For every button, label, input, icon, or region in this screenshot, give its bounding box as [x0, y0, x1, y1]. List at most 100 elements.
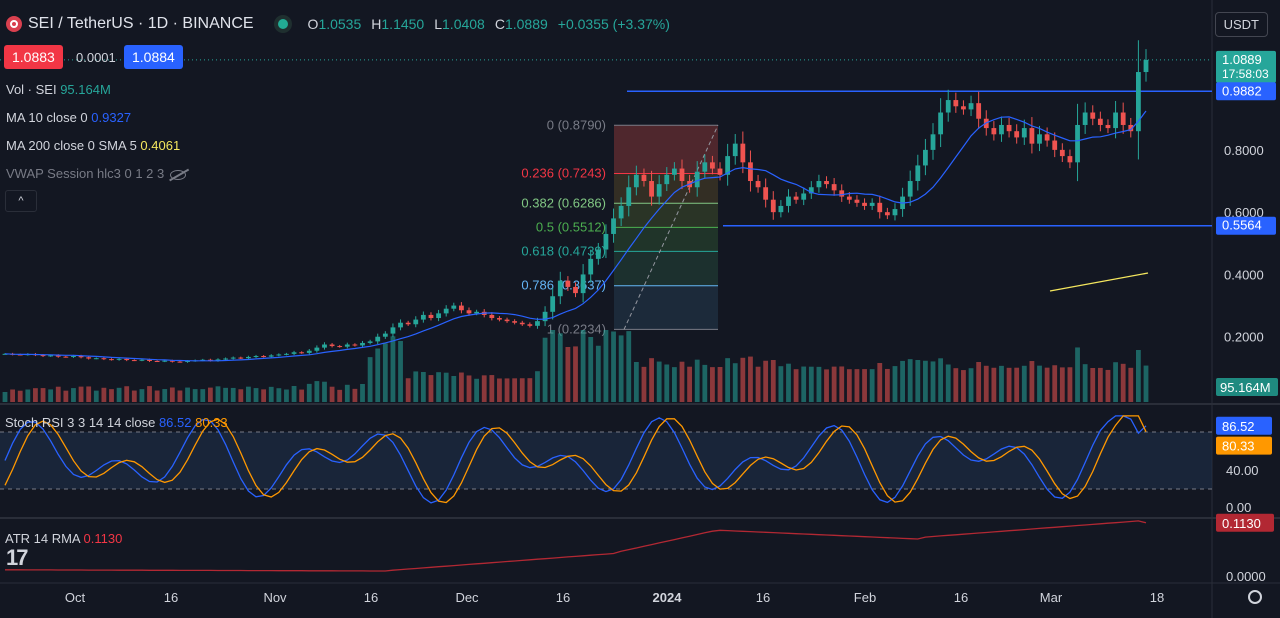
- stoch-k-line: [4, 415, 1147, 504]
- candle: [1029, 128, 1035, 144]
- candle: [968, 103, 974, 110]
- volume-bar: [763, 360, 769, 402]
- ohlc-values: O1.0535 H1.1450 L1.0408 C1.0889 +0.0355 …: [307, 16, 670, 32]
- volume-bar: [154, 390, 160, 402]
- tradingview-logo-icon[interactable]: 17: [6, 545, 29, 570]
- volume-bar: [1052, 365, 1058, 402]
- volume-bar: [907, 359, 913, 402]
- volume-bar: [930, 361, 936, 402]
- volume-bar: [961, 370, 966, 402]
- volume-bar: [1059, 367, 1065, 402]
- buy-price-button[interactable]: 1.0884: [124, 45, 183, 69]
- time-axis-tick: Oct: [65, 590, 86, 605]
- candle: [1097, 118, 1103, 125]
- currency-selector[interactable]: USDT: [1214, 12, 1268, 37]
- candle: [649, 181, 654, 197]
- candle: [755, 181, 761, 188]
- volume-bar: [968, 368, 974, 402]
- ma200-legend[interactable]: MA 200 close 0 SMA 5 0.4061: [6, 138, 181, 153]
- volume-bar: [466, 375, 472, 402]
- candle: [1113, 112, 1118, 129]
- candle: [1059, 149, 1065, 157]
- volume-bar: [63, 390, 69, 402]
- volume-bar: [352, 388, 358, 402]
- atr-axis-tick: 0.0000: [1226, 569, 1266, 584]
- volume-bar: [71, 388, 76, 402]
- candle: [55, 355, 61, 357]
- price-label: 1.0889: [1222, 52, 1262, 67]
- candle: [101, 358, 107, 360]
- candle: [268, 355, 274, 357]
- volume-bar: [360, 384, 365, 402]
- hidden-eye-icon[interactable]: [170, 169, 187, 180]
- volume-bar: [740, 357, 746, 402]
- volume-bar: [413, 371, 419, 402]
- candle: [63, 356, 69, 358]
- volume-bar: [717, 367, 723, 402]
- price-label-box: [1216, 216, 1276, 235]
- candle: [428, 314, 434, 319]
- fib-level-label: 0 (0.8790): [547, 117, 606, 132]
- candle: [322, 344, 327, 348]
- volume-bar: [177, 390, 183, 402]
- candle: [550, 296, 556, 312]
- volume-bar: [398, 340, 403, 402]
- volume-bar: [770, 360, 776, 402]
- market-open-icon: [277, 19, 288, 29]
- sell-price-button[interactable]: 1.0883: [4, 45, 63, 69]
- candle: [839, 190, 845, 197]
- volume-bar: [877, 363, 883, 402]
- candle: [109, 359, 114, 361]
- settings-gear-icon[interactable]: [1248, 590, 1262, 604]
- volume-bar: [725, 358, 731, 402]
- stoch-d-line: [4, 415, 1147, 504]
- volume-bar: [253, 388, 259, 402]
- candle: [329, 344, 335, 347]
- volume-bar: [489, 375, 495, 402]
- volume-bar: [702, 364, 708, 402]
- candle: [679, 168, 685, 182]
- volume-bar: [1143, 365, 1149, 402]
- candle: [588, 258, 594, 275]
- fib-zone: [614, 203, 718, 228]
- volume-bar: [519, 378, 525, 402]
- volume-bar: [390, 336, 396, 402]
- volume-bar: [101, 387, 107, 402]
- volume-bar: [1113, 362, 1118, 402]
- candle: [86, 357, 92, 359]
- stoch-d-label-box: [1216, 436, 1272, 455]
- vwap-legend[interactable]: VWAP Session hlc3 0 1 2 3: [6, 166, 187, 181]
- candle: [512, 321, 518, 323]
- candle: [892, 209, 898, 216]
- volume-bar: [869, 369, 875, 402]
- candle: [915, 165, 921, 182]
- price-axis-tick: 0.8000: [1224, 143, 1264, 158]
- candle: [633, 174, 639, 188]
- atr-legend[interactable]: ATR 14 RMA 0.1130: [5, 531, 123, 546]
- stoch-rsi-legend[interactable]: Stoch RSI 3 3 14 14 close 86.52 80.33: [5, 415, 228, 430]
- time-axis-tick: 16: [164, 590, 178, 605]
- volume-bar: [991, 367, 997, 402]
- volume-bar: [17, 390, 23, 402]
- candle: [1021, 128, 1027, 138]
- candle: [367, 341, 373, 343]
- stoch-k-label: 86.52: [1222, 419, 1255, 434]
- candle: [420, 314, 426, 320]
- volume-bar: [124, 386, 130, 402]
- candle: [116, 358, 122, 360]
- ma10-legend[interactable]: MA 10 close 0 0.9327: [6, 110, 132, 125]
- candle: [748, 162, 753, 182]
- volume-bar: [535, 371, 540, 402]
- volume-bar: [793, 369, 799, 402]
- collapse-legend-button[interactable]: ^: [5, 190, 37, 212]
- volume-legend[interactable]: Vol · SEI 95.164M: [6, 82, 111, 97]
- candle: [1105, 124, 1111, 129]
- ma200-line: [1049, 272, 1149, 292]
- volume-bar: [261, 389, 267, 402]
- candle: [1082, 112, 1088, 125]
- price-label: 0.5564: [1222, 218, 1262, 233]
- symbol-title[interactable]: SEI / TetherUS · 1D · BINANCE: [28, 15, 254, 32]
- stoch-d-label: 80.33: [1222, 439, 1255, 454]
- candle: [869, 202, 875, 206]
